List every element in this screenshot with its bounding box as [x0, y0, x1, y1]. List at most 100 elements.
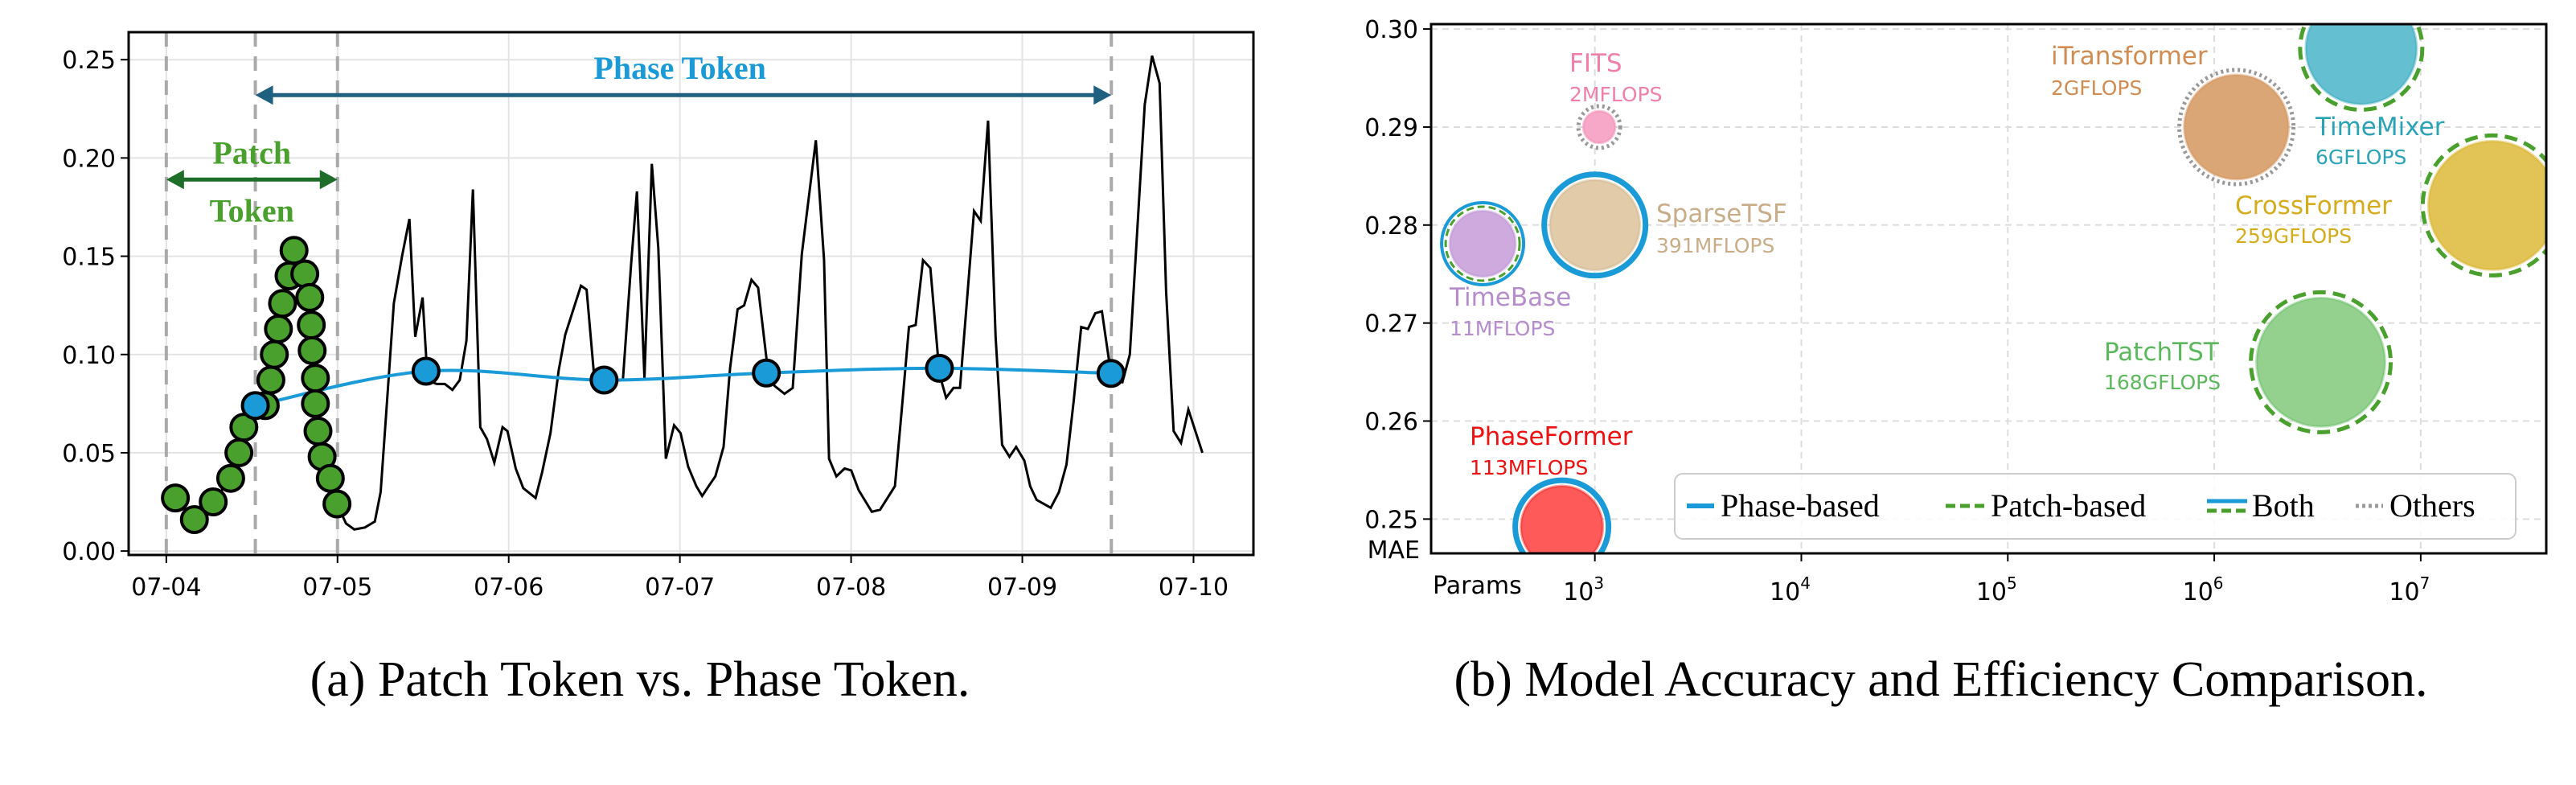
model-name-label: SparseTSF	[1656, 199, 1787, 228]
arrow-head-right	[319, 170, 338, 190]
model-flops-label: 11MFLOPS	[1450, 317, 1555, 340]
legend-label: Others	[2389, 487, 2476, 524]
x-tick-label: 106	[2183, 573, 2224, 606]
phase-token-label: Phase Token	[593, 50, 766, 86]
patch-point	[256, 365, 285, 395]
plot-frame	[127, 31, 1255, 557]
model-flops-label: 113MFLOPS	[1470, 456, 1588, 479]
patch-point	[290, 259, 320, 289]
patch-ring	[2298, 24, 2425, 112]
model-flops-label: 168GFLOPS	[2104, 371, 2221, 394]
patch-point	[161, 483, 191, 513]
patch-point	[215, 463, 245, 493]
tick-exponent: 5	[2007, 573, 2017, 593]
legend-label: Patch-based	[1991, 487, 2146, 524]
x-tick-label: 07-09	[987, 573, 1057, 602]
phase-ring	[1541, 171, 1649, 279]
bubble	[1448, 209, 1517, 278]
phase-point	[1096, 359, 1126, 388]
tick-exponent: 4	[1800, 573, 1811, 593]
other-ring	[1576, 104, 1622, 150]
bubble	[1581, 109, 1617, 145]
patch-token-label-line2: Token	[210, 192, 294, 228]
tick-exponent: 6	[2213, 573, 2224, 593]
model-name-label: PhaseFormer	[1470, 422, 1633, 451]
patch-point	[179, 505, 209, 535]
bubble-sparsetsf	[1541, 171, 1649, 279]
y-tick-label: 0.26	[1364, 409, 1418, 437]
bubble	[2255, 296, 2387, 428]
patch-point	[199, 487, 228, 517]
patch-point	[264, 314, 293, 343]
bubble-timebase	[1440, 200, 1526, 286]
accuracy-efficiency-chart: 103 104 105 106 1070.250.260.270.280.290.30M…	[1364, 16, 2548, 606]
model-name-label: iTransformer	[2051, 42, 2208, 71]
y-tick-label: 0.27	[1364, 310, 1418, 339]
model-flops-label: 391MFLOPS	[1656, 234, 1774, 257]
x-tick-label: 07-04	[131, 573, 201, 602]
arrow-head-right	[1093, 85, 1112, 105]
y-tick-label: 0.20	[62, 145, 116, 173]
patch-ring	[2420, 133, 2546, 277]
patch-point	[315, 463, 345, 493]
y-tick-label: 0.05	[62, 440, 116, 468]
patch-point	[322, 489, 352, 519]
bubble-patchtst	[2249, 290, 2393, 434]
phase-point	[925, 353, 954, 383]
tick-base: 10	[2389, 578, 2419, 606]
bubble	[1520, 484, 1605, 553]
patch-ring	[2249, 290, 2393, 434]
plot-area	[161, 55, 1204, 535]
model-name-label: PatchTST	[2104, 338, 2220, 367]
phase-trend-line	[255, 366, 1111, 408]
bubble-phaseformer	[1512, 477, 1612, 553]
model-flops-label: 6GFLOPS	[2316, 146, 2406, 169]
y-tick-label: 0.28	[1364, 212, 1418, 240]
plot-frame	[1430, 23, 2548, 555]
patch-point	[279, 236, 309, 265]
model-flops-label: 2GFLOPS	[2051, 76, 2142, 100]
bubble-itransformer	[2177, 68, 2296, 187]
patch-point	[303, 417, 333, 446]
y-tick-label: 0.30	[1364, 16, 1418, 44]
bubble-crossformer	[2420, 133, 2546, 277]
legend-label: Both	[2252, 487, 2315, 524]
x-axis-label: Params	[1433, 572, 1522, 600]
phase-point	[589, 365, 619, 395]
legend: Phase-based Patch-based Both Others	[1674, 473, 2517, 540]
tick-exponent: 7	[2420, 573, 2430, 593]
patch-point	[297, 310, 326, 340]
phase-point	[240, 391, 270, 421]
y-tick-label: 0.25	[62, 47, 116, 75]
tick-exponent: 3	[1594, 573, 1604, 593]
model-name-label: TimeMixer	[2315, 113, 2445, 142]
phase-token-arrow	[255, 85, 1112, 105]
tick-base: 10	[1770, 578, 1800, 606]
x-tick-label: 107	[2389, 573, 2430, 606]
tick-base: 10	[1976, 578, 2007, 606]
legend-label: Phase-based	[1721, 487, 1880, 524]
phase-ring	[1440, 200, 1526, 286]
y-tick-label: 0.15	[62, 244, 116, 272]
patch-point	[297, 335, 327, 365]
patch-point	[301, 388, 330, 418]
y-tick-label: 0.00	[62, 538, 116, 566]
tick-base: 10	[1563, 578, 1594, 606]
x-tick-label: 07-10	[1159, 573, 1229, 602]
arrow-head-left	[255, 85, 273, 105]
model-name-label: CrossFormer	[2235, 191, 2392, 220]
patch-ring	[1444, 205, 1521, 282]
model-name-label: FITS	[1569, 49, 1622, 78]
bubble	[1548, 179, 1642, 272]
bubble-area	[1440, 24, 2546, 553]
bubble-fits	[1576, 104, 1622, 150]
y-tick-label: 0.25	[1364, 506, 1418, 534]
bubble	[2426, 139, 2546, 271]
x-tick-label: 103	[1563, 573, 1604, 606]
y-tick-label: 0.10	[62, 342, 116, 370]
y-axis-label: MAE	[1368, 536, 1420, 565]
patch-point	[301, 364, 330, 393]
y-tick-label: 0.29	[1364, 114, 1418, 142]
bubble	[2183, 73, 2291, 181]
